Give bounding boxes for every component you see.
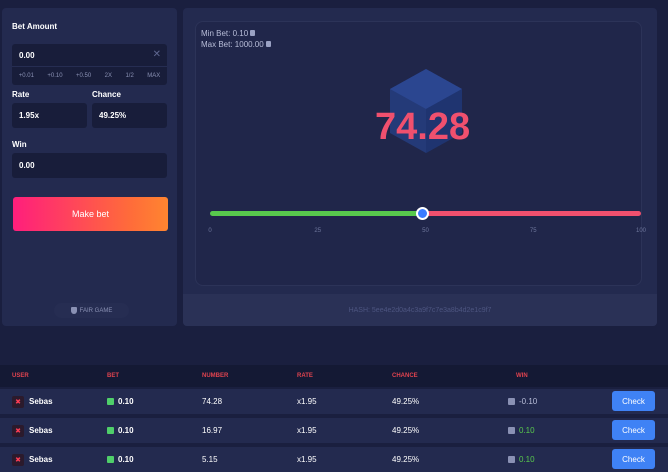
cube-icon (107, 456, 114, 463)
half-button[interactable]: 1/2 (125, 73, 134, 79)
bet-divider (12, 66, 167, 67)
chance-cell: 49.25% (392, 426, 420, 435)
col-chance: CHANCE (392, 373, 418, 379)
rate-cell: x1.95 (297, 397, 317, 406)
coin-icon (508, 427, 515, 434)
col-win: WIN (516, 373, 528, 379)
user-name[interactable]: Sebas (29, 455, 53, 464)
fair-game-label: FAIR GAME (79, 307, 113, 314)
win-amount: -0.10 (519, 397, 538, 406)
avatar-icon: ✖ (12, 395, 24, 408)
quick-add-001-button[interactable]: +0.01 (18, 73, 34, 79)
bet-amount: 0.10 (118, 455, 134, 464)
bet-amount-label: Bet Amount (12, 22, 58, 31)
quick-add-010-button[interactable]: +0.10 (47, 73, 63, 79)
tick-label: 50 (422, 228, 429, 234)
tick-label: 25 (314, 228, 322, 234)
cube-icon (107, 427, 114, 434)
tick-label: 75 (529, 228, 537, 234)
chance-label: Chance (92, 90, 121, 99)
avatar-icon: ✖ (12, 424, 24, 437)
game-panel: Min Bet: 0.10 Max Bet: 1000.00 74.28 0 2… (183, 8, 657, 326)
table-row: ✖ Sebas 0.10 74.28 x1.95 49.25% -0.10 Ch… (0, 389, 668, 414)
table-row: ✖ Sebas 0.10 16.97 x1.95 49.25% 0.10 Che… (0, 418, 668, 443)
chance-cell: 49.25% (392, 397, 420, 406)
coin-icon (508, 398, 515, 405)
tick-label: 100 (635, 228, 647, 234)
bet-cell: 0.10 (107, 447, 134, 472)
min-bet-text: Min Bet: 0.10 (201, 29, 256, 38)
table-row: ✖ Sebas 0.10 5.15 x1.95 49.25% 0.10 Chec… (0, 447, 668, 472)
cube-icon (107, 398, 114, 405)
max-bet-text: Max Bet: 1000.00 (201, 40, 271, 49)
user-cell: ✖ Sebas (12, 389, 53, 414)
game-area: Min Bet: 0.10 Max Bet: 1000.00 74.28 0 2… (195, 21, 646, 286)
table-header: USER BET NUMBER RATE CHANCE WIN (0, 365, 668, 387)
rate-cell: x1.95 (297, 426, 317, 435)
bet-amount-group: 0.00 ✕ +0.01 +0.10 +0.50 2X 1/2 MAX (12, 44, 167, 85)
win-field: 0.00 (12, 153, 167, 178)
rate-label: Rate (12, 90, 30, 99)
clear-icon[interactable]: ✕ (152, 49, 161, 60)
fair-game-button[interactable]: FAIR GAME (54, 303, 129, 318)
rate-cell: x1.95 (297, 455, 317, 464)
check-button[interactable]: Check (612, 449, 655, 469)
user-name[interactable]: Sebas (29, 426, 53, 435)
user-name[interactable]: Sebas (29, 397, 53, 406)
double-button[interactable]: 2X (104, 73, 112, 79)
coin-icon (265, 41, 271, 47)
chance-cell: 49.25% (392, 455, 420, 464)
win-cell: -0.10 (508, 389, 537, 414)
slider-lose-zone (422, 211, 641, 216)
make-bet-button[interactable]: Make bet (13, 197, 168, 231)
number-cell: 74.28 (202, 397, 223, 406)
user-cell: ✖ Sebas (12, 447, 53, 472)
bet-cell: 0.10 (107, 418, 134, 443)
slider-handle[interactable] (416, 207, 430, 220)
slider-win-zone (210, 211, 423, 216)
hash-text[interactable]: HASH: 5ee4e2d0a4c3a9f7c7e3a8b4d2e1c9f7 (348, 306, 492, 314)
quick-add-050-button[interactable]: +0.50 (76, 73, 92, 79)
tick-label: 0 (208, 228, 212, 234)
coin-icon (250, 30, 256, 36)
bet-amount: 0.10 (118, 397, 134, 406)
bet-amount-input[interactable]: 0.00 (19, 51, 35, 60)
avatar-icon: ✖ (12, 453, 24, 466)
number-cell: 16.97 (202, 426, 223, 435)
col-number: NUMBER (202, 373, 229, 379)
bet-form-panel: Bet Amount 0.00 ✕ +0.01 +0.10 +0.50 2X 1… (2, 8, 177, 326)
win-cell: 0.10 (508, 418, 535, 443)
result-number: 74.28 (375, 106, 471, 148)
chance-slider[interactable] (210, 207, 641, 220)
shield-icon (70, 307, 77, 314)
col-bet: BET (107, 373, 119, 379)
win-label: Win (12, 140, 27, 149)
win-amount: 0.10 (519, 455, 535, 464)
chance-input[interactable]: 49.25% (92, 103, 167, 128)
bet-amount: 0.10 (118, 426, 134, 435)
number-cell: 5.15 (202, 455, 218, 464)
hash-bar: HASH: 5ee4e2d0a4c3a9f7c7e3a8b4d2e1c9f7 (183, 294, 657, 326)
col-rate: RATE (297, 373, 313, 379)
hexagon-cube-icon (390, 69, 462, 153)
max-button[interactable]: MAX (147, 73, 161, 79)
coin-icon (508, 456, 515, 463)
check-button[interactable]: Check (612, 420, 655, 440)
user-cell: ✖ Sebas (12, 418, 53, 443)
col-user: USER (12, 373, 29, 379)
check-button[interactable]: Check (612, 391, 655, 411)
win-cell: 0.10 (508, 447, 535, 472)
quick-bet-row: +0.01 +0.10 +0.50 2X 1/2 MAX (12, 70, 167, 82)
rate-input[interactable]: 1.95x (12, 103, 87, 128)
win-amount: 0.10 (519, 426, 535, 435)
bet-cell: 0.10 (107, 389, 134, 414)
